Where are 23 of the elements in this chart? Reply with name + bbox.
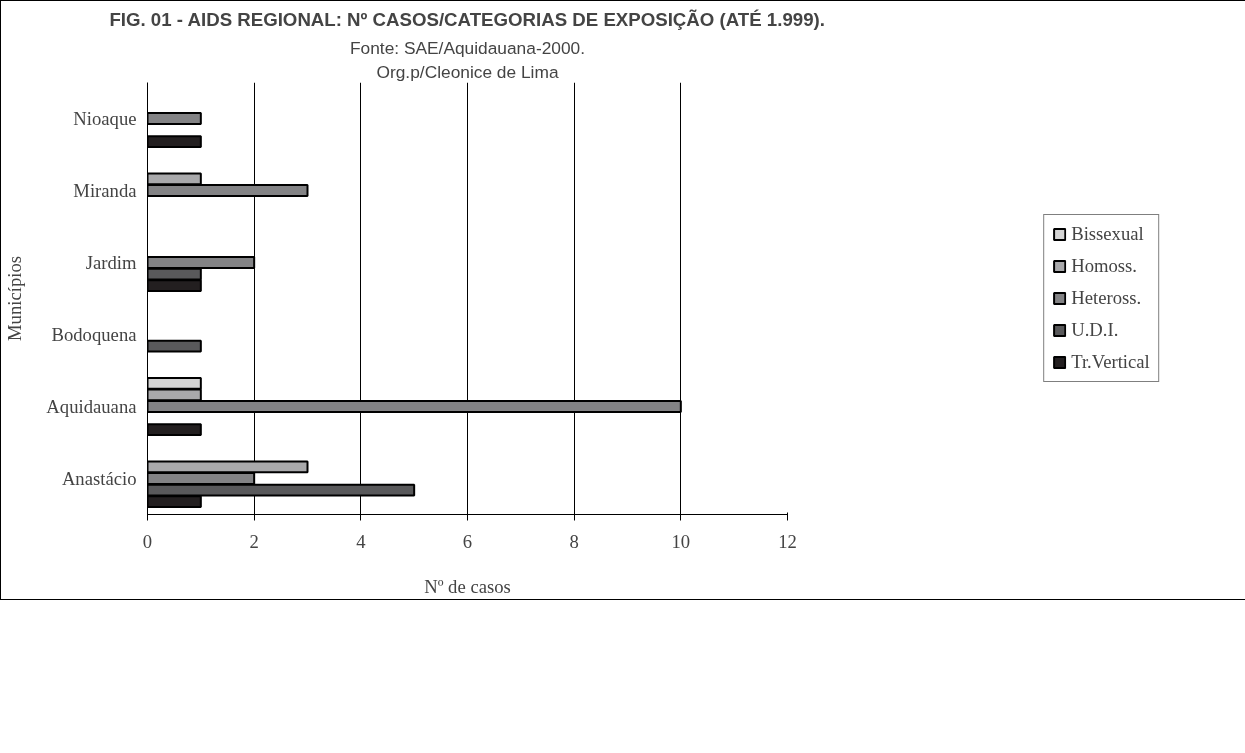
x-tick-label: 6 bbox=[462, 530, 473, 552]
y-tick-label: Jardim bbox=[85, 252, 137, 273]
legend-label: Homoss. bbox=[1071, 255, 1138, 277]
y-tick-label: Bodoquena bbox=[51, 324, 138, 345]
y-tick-label: Aquidauana bbox=[46, 396, 138, 417]
x-axis-title: Nº de casos bbox=[424, 575, 511, 597]
x-tick-label: 10 bbox=[671, 530, 691, 552]
x-tick-label: 4 bbox=[356, 530, 367, 552]
y-tick-label: Anastácio bbox=[61, 468, 137, 489]
source-note: Fonte: SAE/Aquidauana-2000. bbox=[349, 37, 586, 58]
y-tick-label: Nioaque bbox=[73, 108, 137, 129]
legend-label: Bissexual bbox=[1071, 223, 1144, 245]
text: Org.p/Cleonice de Lima bbox=[376, 61, 559, 82]
x-tick-label: 0 bbox=[142, 530, 153, 552]
legend-label: U.D.I. bbox=[1071, 319, 1119, 341]
y-tick-label: Miranda bbox=[73, 180, 138, 201]
x-tick-label: 2 bbox=[249, 530, 259, 552]
legend-label: Heteross. bbox=[1071, 287, 1142, 309]
legend-label: Tr.Vertical bbox=[1071, 351, 1150, 373]
y-axis-title: Municípios bbox=[4, 256, 26, 341]
chart-title: FIG. 01 - AIDS REGIONAL: Nº CASOS/CATEGORIAS DE EXPOSIÇÃO (ATÉ 1.999). bbox=[109, 8, 825, 30]
x-tick-label: 8 bbox=[569, 530, 579, 552]
x-tick-label: 12 bbox=[778, 530, 797, 552]
